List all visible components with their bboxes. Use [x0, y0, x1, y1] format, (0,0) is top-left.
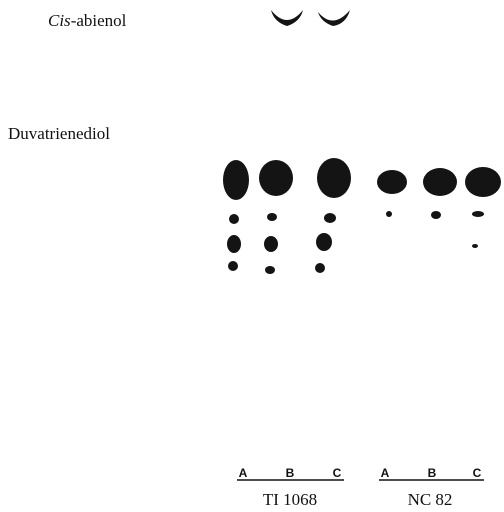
- spot: [271, 10, 303, 26]
- lane-label: C: [333, 466, 342, 480]
- spot: [265, 266, 275, 274]
- label-italic: Cis: [48, 11, 71, 30]
- tlc-figure: Cis-abienol Duvatrienediol A B C A B C T…: [0, 0, 504, 512]
- spot: [386, 211, 392, 217]
- spot: [229, 214, 239, 224]
- label-rest: -abienol: [71, 11, 127, 30]
- spot: [472, 244, 478, 248]
- compound-label: Cis-abienol: [48, 11, 127, 30]
- lane-label: B: [286, 466, 295, 480]
- compound-label: Duvatrienediol: [8, 124, 110, 143]
- spot: [324, 213, 336, 223]
- plate-spots: [223, 10, 501, 274]
- lane-label: C: [473, 466, 482, 480]
- spot: [465, 167, 501, 197]
- spot: [377, 170, 407, 194]
- spot: [264, 236, 278, 252]
- spot: [317, 158, 351, 198]
- spot: [431, 211, 441, 219]
- spot: [228, 261, 238, 271]
- spot: [227, 235, 241, 253]
- spot: [223, 160, 249, 200]
- spot: [318, 10, 350, 26]
- spot: [267, 213, 277, 221]
- spot: [315, 263, 325, 273]
- group-label: NC 82: [408, 490, 453, 509]
- spot: [259, 160, 293, 196]
- spot: [316, 233, 332, 251]
- spot: [472, 211, 484, 217]
- lane-label: B: [428, 466, 437, 480]
- lane-label: A: [381, 466, 390, 480]
- spot: [423, 168, 457, 196]
- group-label: TI 1068: [263, 490, 317, 509]
- lane-label: A: [239, 466, 248, 480]
